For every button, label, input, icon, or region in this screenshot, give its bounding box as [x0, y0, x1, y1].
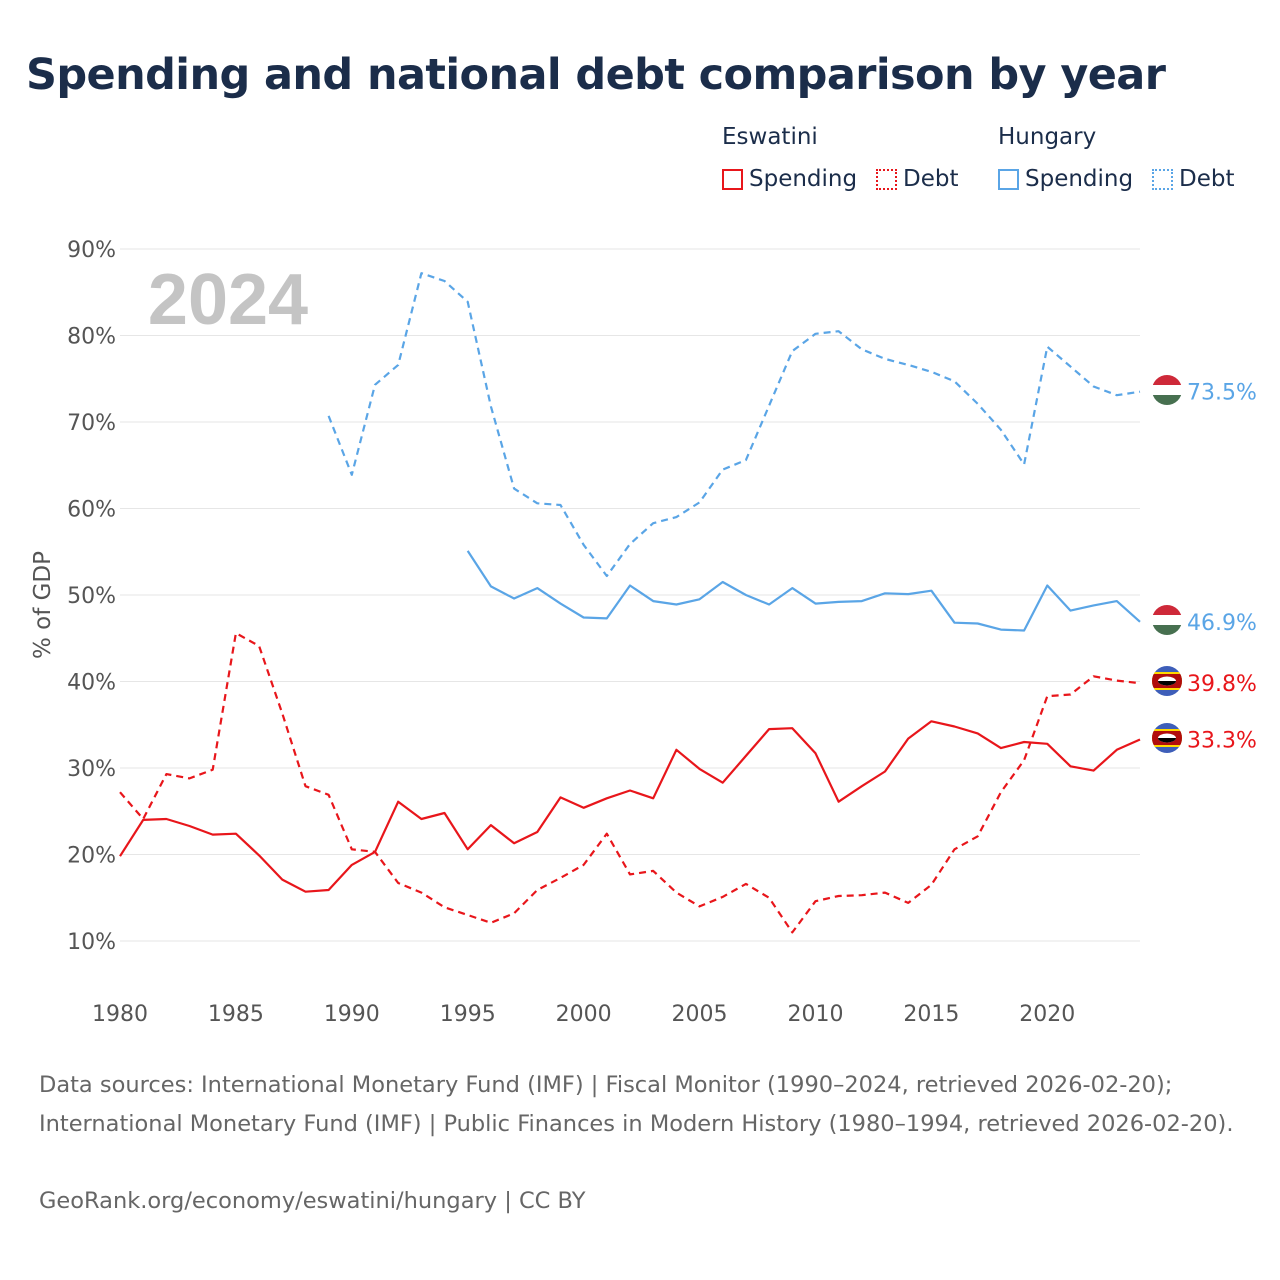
y-axis-label: % of GDP [30, 551, 56, 659]
x-tick-label: 1985 [208, 1002, 264, 1027]
legend-group-hungary: Hungary [998, 124, 1097, 150]
data-sources: Data sources: International Monetary Fun… [39, 1072, 1234, 1137]
legend-label: Debt [903, 166, 959, 192]
legend-swatch-solid-icon [722, 168, 743, 190]
year-watermark: 2024 [148, 260, 308, 340]
x-tick-label: 1980 [92, 1002, 148, 1027]
series-line-hungary-spending[interactable] [466, 550, 1141, 632]
x-tick-label: 2010 [787, 1002, 843, 1027]
end-value-label: 33.3% [1187, 728, 1257, 753]
x-tick-label: 2015 [903, 1002, 959, 1027]
credit-link[interactable]: GeoRank.org/economy/eswatini/hungary | C… [39, 1188, 586, 1214]
hungary-flag-icon [1152, 375, 1182, 405]
end-value-label: 39.8% [1187, 672, 1257, 697]
eswatini-flag-icon [1152, 723, 1182, 753]
series-group [119, 272, 1141, 934]
y-tick-label: 70% [67, 411, 116, 436]
series-line-hungary-debt[interactable] [327, 272, 1141, 578]
chart-title: Spending and national debt comparison by… [26, 50, 1166, 100]
y-tick-label: 60% [67, 498, 116, 523]
y-tick-label: 90% [67, 238, 116, 263]
legend-swatch-dotted-icon [876, 168, 897, 190]
y-tick-label: 30% [67, 757, 116, 782]
legend-label: Spending [749, 166, 858, 192]
legend-label: Debt [1179, 166, 1235, 192]
end-value-label: 73.5% [1187, 381, 1257, 406]
legend-group-eswatini: Eswatini [722, 124, 818, 150]
line-chart: 10% 20% 30% 40% 50% 60% 70% 80% 90% 1980 1985 1990… [30, 238, 1257, 1027]
legend-item-hungary-debt[interactable]: Debt [1152, 166, 1234, 192]
eswatini-flag-icon [1152, 666, 1182, 696]
x-tick-label: 2005 [672, 1002, 728, 1027]
legend-item-hungary-spending[interactable]: Spending [998, 166, 1133, 192]
legend-item-eswatini-debt[interactable]: Debt [876, 166, 958, 192]
y-tick-label: 40% [67, 671, 116, 696]
legend-swatch-solid-icon [998, 168, 1019, 190]
y-tick-label: 20% [67, 844, 116, 869]
legend-label: Spending [1025, 166, 1134, 192]
end-value-label: 46.9% [1187, 611, 1257, 636]
y-axis: 10% 20% 30% 40% 50% 60% 70% 80% 90% [67, 238, 116, 955]
y-tick-label: 10% [67, 930, 116, 955]
series-line-eswatini-spending[interactable] [119, 720, 1141, 893]
end-labels: 33.3% 39.8% 46.9% 73.5% [1187, 381, 1257, 754]
x-axis: 1980 1985 1990 1995 2000 2005 2010 2015 2020 [92, 1002, 1075, 1027]
series-line-eswatini-debt[interactable] [119, 631, 1141, 934]
y-tick-label: 80% [67, 325, 116, 350]
y-tick-label: 50% [67, 584, 116, 609]
x-tick-label: 1995 [440, 1002, 496, 1027]
hungary-flag-icon [1152, 605, 1182, 635]
x-tick-label: 2020 [1019, 1002, 1075, 1027]
gridlines [120, 248, 1140, 942]
legend-swatch-dotted-icon [1152, 168, 1173, 190]
x-tick-label: 1990 [324, 1002, 380, 1027]
x-tick-label: 2000 [556, 1002, 612, 1027]
legend-item-eswatini-spending[interactable]: Spending [722, 166, 857, 192]
